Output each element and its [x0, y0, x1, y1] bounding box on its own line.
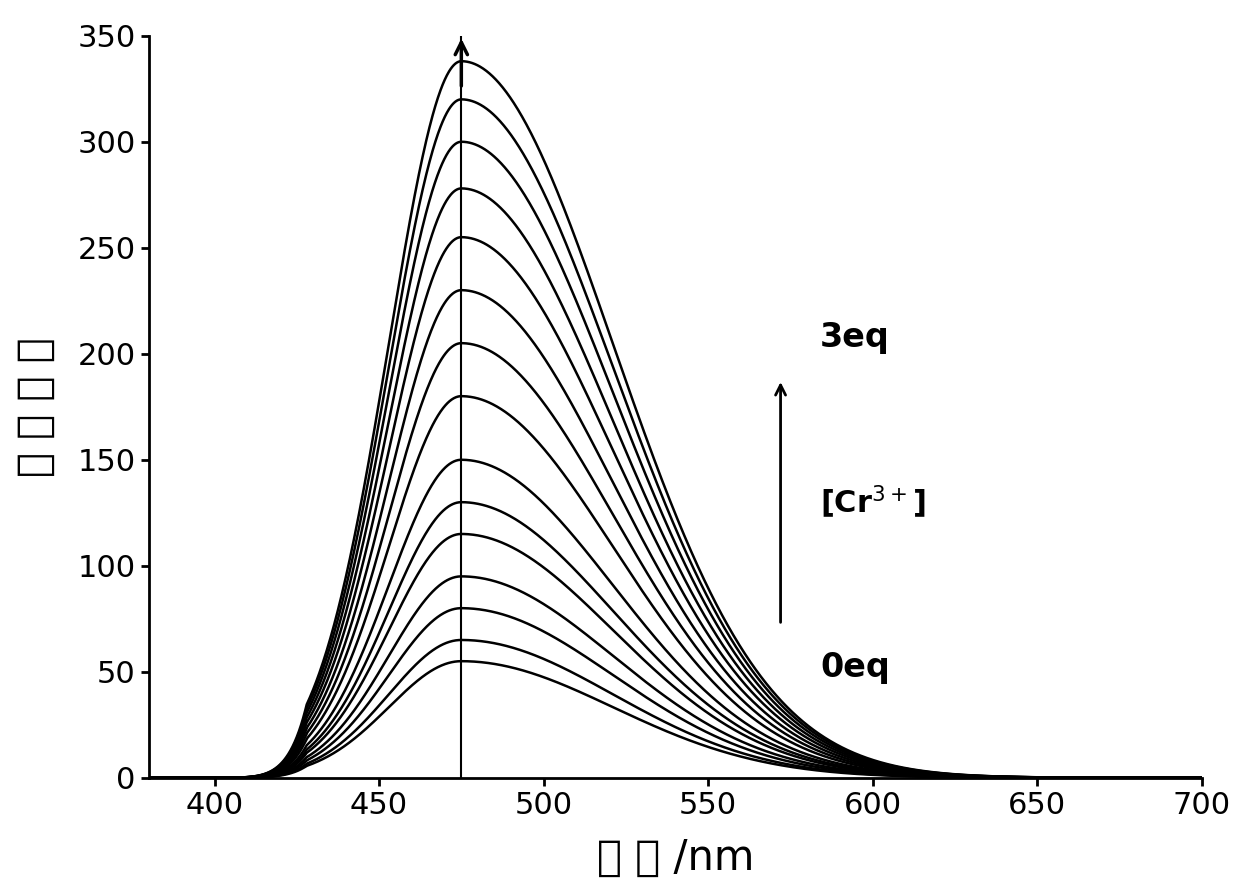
Text: 3eq: 3eq — [820, 321, 890, 354]
Text: [Cr$^{3+}$]: [Cr$^{3+}$] — [820, 484, 926, 520]
X-axis label: 波 长 /nm: 波 长 /nm — [596, 837, 755, 879]
Y-axis label: 荧 光 强 度: 荧 光 强 度 — [15, 337, 57, 477]
Text: 0eq: 0eq — [820, 651, 890, 684]
